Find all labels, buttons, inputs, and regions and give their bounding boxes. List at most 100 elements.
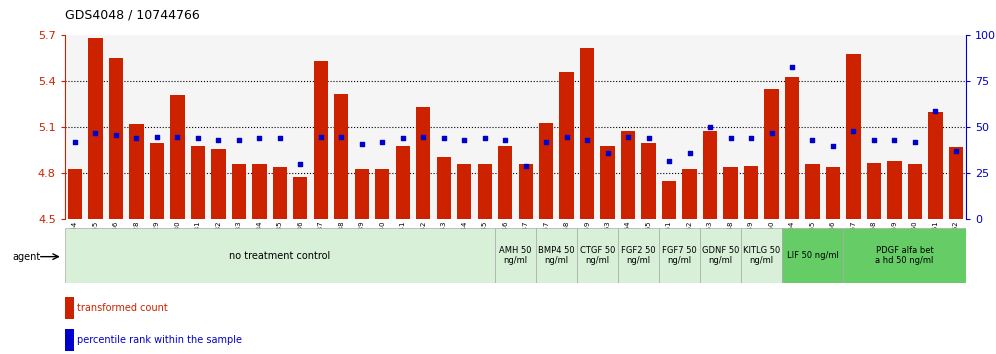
Bar [314,62,328,219]
Point [374,139,390,145]
Point [927,108,943,114]
Bar [436,156,451,219]
Bar [65,329,74,351]
Bar [211,149,225,219]
Bar [764,89,779,219]
Point [600,150,616,156]
Point [702,125,718,130]
Point [681,150,697,156]
Bar [498,146,512,219]
Point [67,139,83,145]
Point [559,134,575,139]
Bar [457,164,471,219]
Bar [149,143,164,219]
Bar [68,169,82,219]
Bar [293,177,308,219]
Bar [580,48,595,219]
Text: agent: agent [12,252,40,262]
Text: AMH 50
ng/ml: AMH 50 ng/ml [499,246,532,266]
Point [88,130,104,136]
Bar [601,146,615,219]
Point [784,64,800,69]
Text: BMP4 50
ng/ml: BMP4 50 ng/ml [538,246,575,266]
Bar [949,147,963,219]
Bar [887,161,901,219]
Point [640,136,656,141]
Bar [109,58,124,219]
Bar [907,164,922,219]
Point [108,132,124,138]
Point [866,137,881,143]
Text: FGF2 50
ng/ml: FGF2 50 ng/ml [622,246,655,266]
Point [805,137,821,143]
Point [128,136,144,141]
Bar [928,112,942,219]
Point [169,134,185,139]
Bar [700,228,741,283]
Bar [621,131,635,219]
Bar [741,228,782,283]
Point [190,136,206,141]
Bar [826,167,841,219]
Bar [416,108,430,219]
Text: GDNF 50
ng/ml: GDNF 50 ng/ml [701,246,739,266]
Bar [618,228,658,283]
Bar [847,54,861,219]
Bar [560,72,574,219]
Bar [89,39,103,219]
Point [272,136,288,141]
Text: LIF 50 ng/ml: LIF 50 ng/ml [787,251,839,260]
Point [210,137,226,143]
Point [722,136,738,141]
Point [497,137,513,143]
Bar [703,131,717,219]
Bar [65,297,74,319]
Bar [477,164,492,219]
Point [661,158,677,164]
Bar [519,164,533,219]
Point [394,136,410,141]
Point [334,134,350,139]
Point [251,136,267,141]
Point [621,134,636,139]
Point [436,136,452,141]
Text: KITLG 50
ng/ml: KITLG 50 ng/ml [743,246,780,266]
Bar [744,166,758,219]
Bar [867,163,881,219]
Text: FGF7 50
ng/ml: FGF7 50 ng/ml [662,246,696,266]
Bar [232,164,246,219]
Point [538,139,554,145]
Bar [536,228,577,283]
Point [293,161,309,167]
Point [354,141,370,147]
Bar [641,143,655,219]
Text: PDGF alfa bet
a hd 50 ng/ml: PDGF alfa bet a hd 50 ng/ml [875,246,934,266]
Bar [539,123,554,219]
Text: transformed count: transformed count [78,303,168,313]
Bar [65,228,495,283]
Text: GDS4048 / 10744766: GDS4048 / 10744766 [65,9,199,22]
Bar [190,146,205,219]
Text: percentile rank within the sample: percentile rank within the sample [78,335,242,345]
Point [825,143,841,149]
Bar [273,167,287,219]
Point [743,136,759,141]
Text: CTGF 50
ng/ml: CTGF 50 ng/ml [580,246,616,266]
Point [313,134,329,139]
Bar [723,167,738,219]
Point [907,139,923,145]
Point [886,137,902,143]
Point [764,130,780,136]
Bar [785,77,799,219]
Bar [334,94,349,219]
Bar [682,169,697,219]
Bar [662,181,676,219]
Point [456,137,472,143]
Bar [806,164,820,219]
Bar [252,164,267,219]
Bar [395,146,410,219]
Point [846,128,862,134]
Point [477,136,493,141]
Bar [375,169,389,219]
Bar [355,169,369,219]
